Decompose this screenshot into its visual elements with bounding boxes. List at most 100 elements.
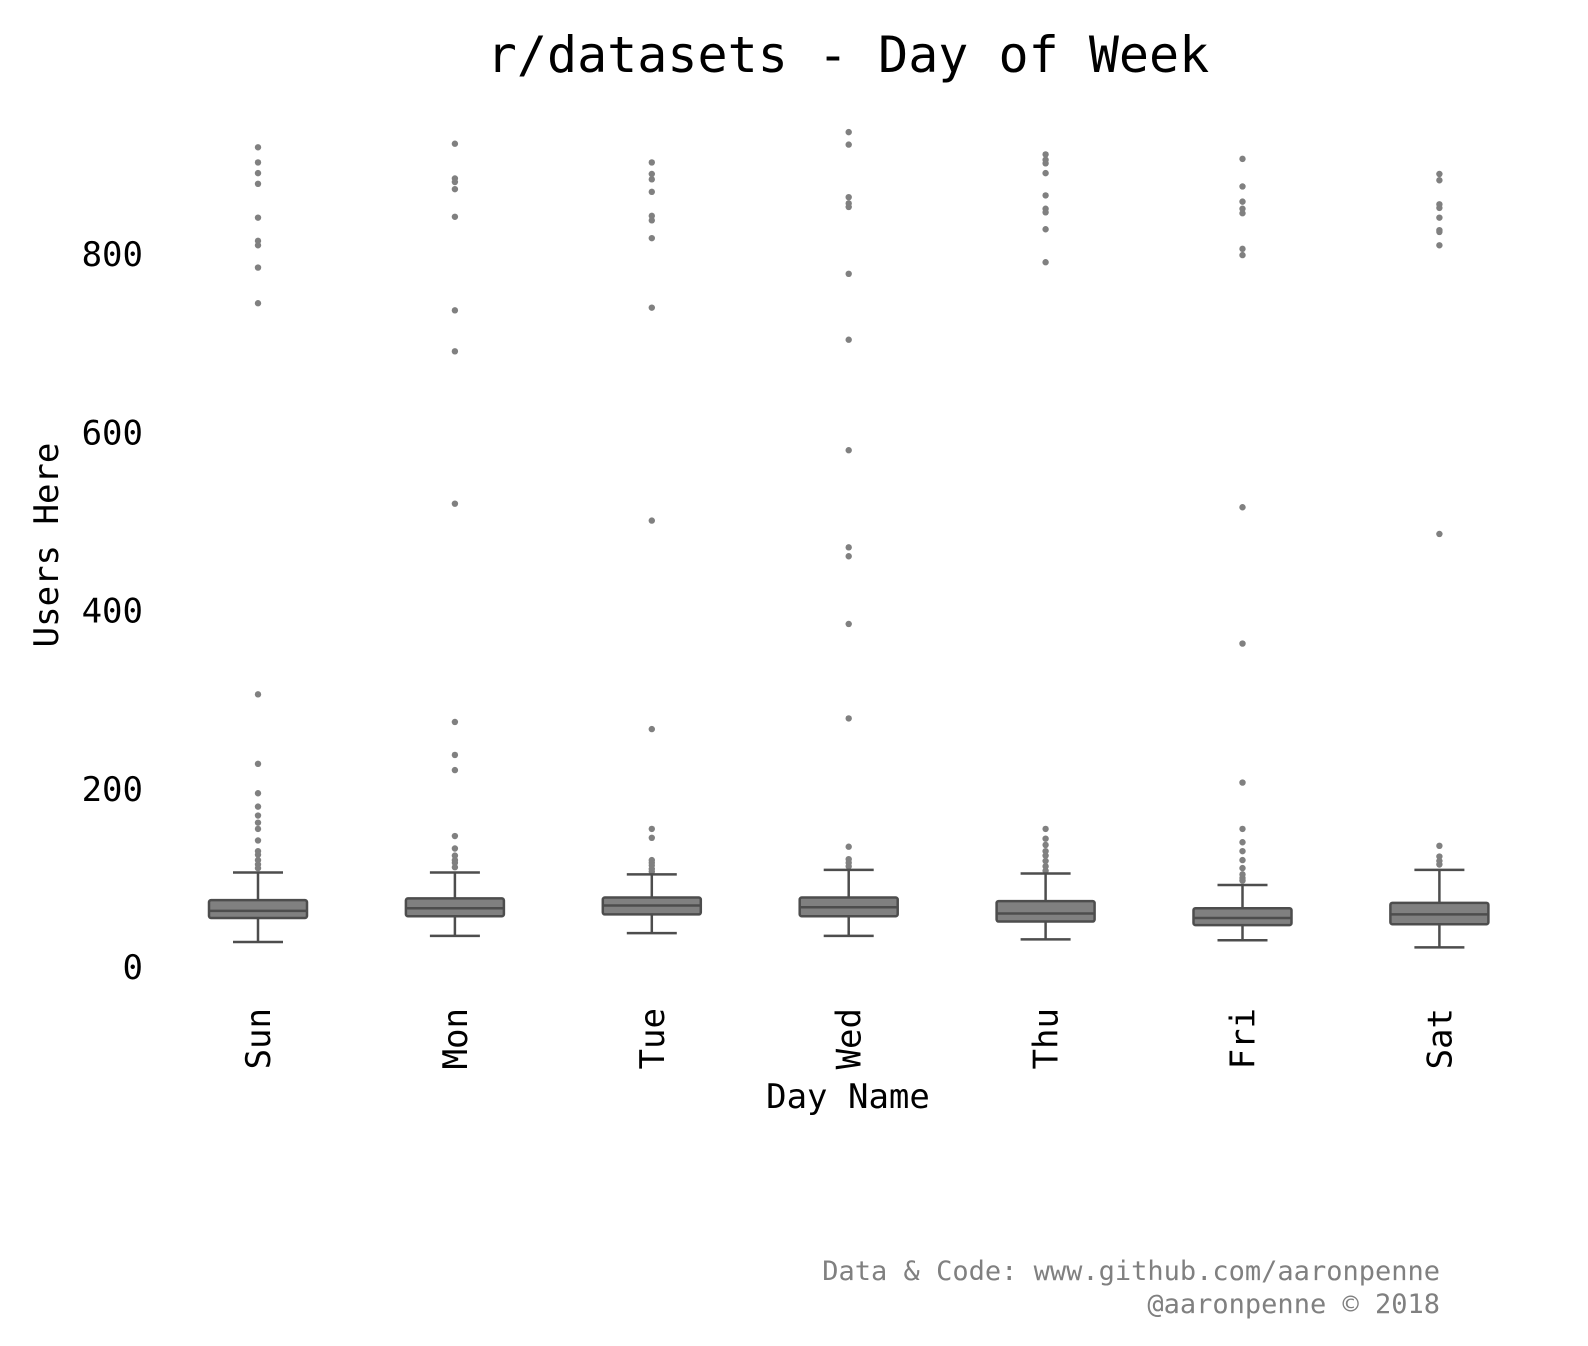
outlier-point (1239, 198, 1246, 205)
outlier-point (1239, 864, 1246, 872)
x-tick-label-tue: Tue (633, 1008, 673, 1069)
footer-credits: Data & Code: www.github.com/aaronpenne @… (822, 1255, 1440, 1321)
outlier-point (254, 237, 262, 245)
outlier-point (1436, 228, 1443, 236)
outlier-point (451, 500, 459, 507)
x-tick-label-thu: Thu (1027, 1008, 1067, 1069)
outlier-point (648, 176, 655, 183)
outlier-point (845, 203, 852, 211)
outlier-point (845, 270, 852, 278)
outlier-point (648, 159, 655, 166)
outlier-point (1042, 825, 1049, 833)
outlier-point (254, 264, 262, 271)
outlier-point (1239, 504, 1246, 511)
outlier-point (1042, 151, 1049, 158)
outlier-point (254, 819, 262, 826)
outlier-point (1042, 857, 1049, 865)
outlier-point (1436, 530, 1443, 538)
outlier-point (451, 178, 459, 186)
footer-data-code: Data & Code: www.github.com/aaronpenne (822, 1256, 1440, 1287)
outlier-point (1042, 841, 1049, 849)
outlier-point (1239, 839, 1246, 846)
outlier-point (1436, 853, 1443, 860)
outlier-point (648, 517, 655, 524)
outlier-point (1042, 863, 1049, 870)
outlier-point (451, 140, 459, 147)
box-mon (404, 140, 506, 938)
outlier-point (254, 825, 262, 833)
outlier-point (254, 214, 262, 221)
y-tick-label-0: 0 (123, 948, 143, 988)
outlier-point (648, 234, 655, 242)
y-tick-label-200: 200 (82, 770, 143, 810)
x-tick-label-sat: Sat (1420, 1008, 1460, 1069)
outlier-point (1436, 842, 1443, 850)
box-sun (207, 144, 309, 944)
outlier-point (845, 544, 852, 551)
box-iqr (1192, 906, 1293, 927)
outlier-point (254, 159, 262, 166)
outlier-point (451, 852, 459, 859)
outlier-point (451, 307, 459, 314)
outlier-point (845, 193, 852, 201)
outlier-point (1436, 170, 1443, 178)
box-wed (798, 128, 899, 938)
outlier-point (254, 856, 262, 864)
outlier-point (254, 144, 262, 151)
outlier-point (254, 760, 262, 768)
outlier-point (451, 845, 459, 852)
footer-copyright: @aaronpenne © 2018 (1147, 1289, 1440, 1320)
outlier-point (451, 185, 459, 193)
outlier-point (1042, 226, 1049, 233)
outlier-point (451, 859, 459, 866)
outlier-point (1436, 242, 1443, 249)
outlier-point (254, 242, 262, 249)
outlier-point (1436, 177, 1443, 184)
box-series (207, 128, 1490, 949)
outlier-point (254, 864, 262, 872)
x-tick-label-fri: Fri (1224, 1008, 1264, 1069)
outlier-point (845, 336, 852, 343)
x-tick-label-wed: Wed (830, 1008, 870, 1069)
outlier-point (1239, 251, 1246, 259)
chart-title: r/datasets - Day of Week (487, 26, 1209, 84)
box-tue (601, 159, 703, 935)
outlier-point (451, 348, 459, 355)
outlier-point (845, 843, 852, 850)
outlier-point (1239, 847, 1246, 855)
outlier-point (648, 834, 655, 842)
outlier-point (1436, 204, 1443, 212)
x-tick-label-sun: Sun (239, 1008, 279, 1069)
y-tick-label-600: 600 (82, 413, 143, 453)
outlier-point (1239, 245, 1246, 253)
outlier-point (1042, 169, 1049, 177)
outlier-point (254, 691, 262, 698)
outlier-point (254, 169, 262, 177)
outlier-point (845, 620, 852, 628)
outlier-point (451, 832, 459, 840)
outlier-point (254, 300, 262, 307)
outlier-point (648, 188, 655, 196)
outlier-point (451, 213, 459, 220)
outlier-point (648, 825, 655, 833)
outlier-point (845, 553, 852, 560)
outlier-point (1239, 877, 1246, 884)
outlier-point (254, 837, 262, 844)
x-axis-ticks: Sun Mon Tue Wed Thu Fri Sat (239, 1008, 1460, 1069)
outlier-point (1239, 856, 1246, 864)
outlier-point (254, 851, 262, 858)
outlier-point (1436, 861, 1443, 868)
outlier-point (845, 141, 852, 148)
outlier-point (451, 751, 459, 759)
outlier-point (845, 447, 852, 454)
outlier-point (1239, 779, 1246, 786)
y-tick-label-400: 400 (82, 592, 143, 632)
outlier-point (1239, 155, 1246, 163)
outlier-point (1436, 214, 1443, 221)
outlier-point (1239, 205, 1246, 212)
outlier-point (845, 128, 852, 136)
outlier-point (1042, 209, 1049, 216)
outlier-point (1239, 183, 1246, 190)
outlier-point (254, 790, 262, 797)
